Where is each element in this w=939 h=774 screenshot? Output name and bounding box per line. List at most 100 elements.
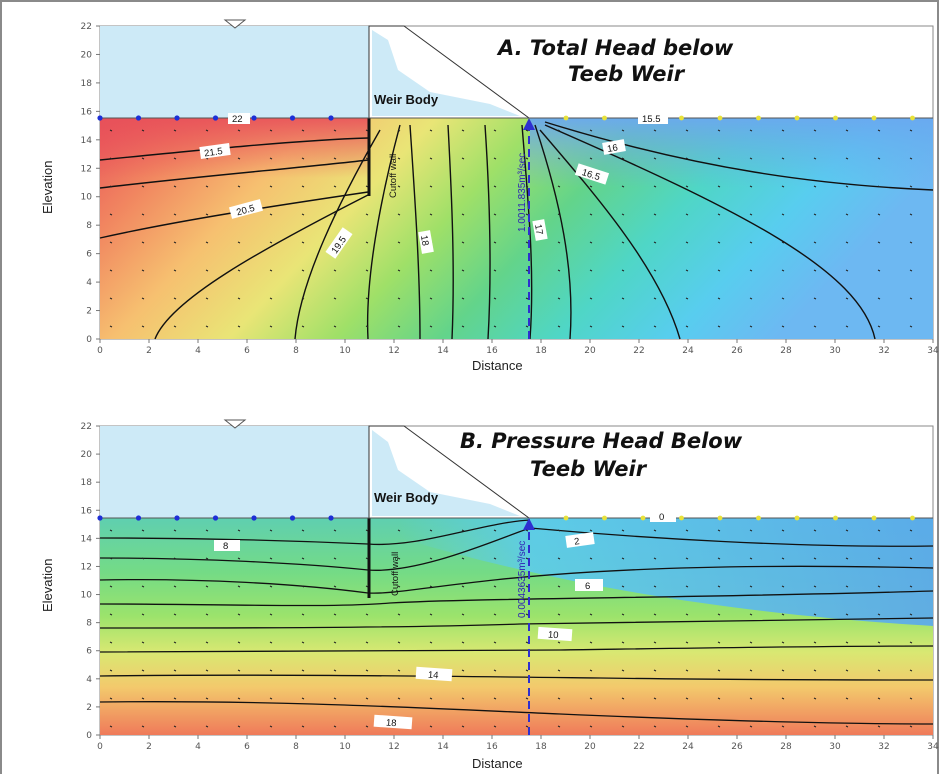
x-tick-label: 22 — [633, 742, 644, 752]
velocity-vector — [141, 129, 145, 132]
boundary-node — [717, 115, 723, 121]
velocity-vector — [781, 725, 785, 728]
velocity-vector — [909, 129, 913, 132]
boundary-node — [640, 515, 646, 521]
x-tick-label: 8 — [293, 742, 299, 752]
velocity-vector — [205, 325, 209, 328]
x-tick-label: 20 — [584, 742, 596, 752]
velocity-vector — [557, 641, 561, 644]
velocity-vector — [621, 613, 625, 616]
contour-label: 16.5 — [580, 167, 601, 183]
boundary-nodes-b — [97, 515, 915, 521]
velocity-vector — [845, 325, 849, 328]
velocity-vector — [109, 241, 113, 244]
velocity-vector — [653, 557, 657, 560]
boundary-node — [174, 115, 180, 121]
velocity-vector — [557, 185, 561, 188]
velocity-vector — [493, 157, 497, 160]
velocity-vector — [397, 697, 401, 700]
velocity-vector — [397, 613, 401, 616]
boundary-nodes-a — [97, 115, 915, 121]
velocity-vector — [557, 129, 561, 132]
velocity-vector — [685, 613, 689, 616]
velocity-vector — [557, 297, 561, 300]
velocity-vector — [365, 213, 369, 216]
velocity-vector — [909, 297, 913, 300]
velocity-vector — [109, 325, 113, 328]
velocity-vector — [237, 297, 241, 300]
velocity-vector — [557, 557, 561, 560]
boundary-node — [135, 115, 142, 121]
contour-label: 6 — [585, 581, 590, 592]
upstream-water — [100, 426, 369, 518]
velocity-vector — [365, 725, 369, 728]
velocity-vector — [173, 613, 177, 616]
velocity-vector — [877, 529, 881, 532]
x-tick-label: 28 — [780, 346, 792, 356]
velocity-vector — [781, 213, 785, 216]
velocity-vector — [653, 241, 657, 244]
velocity-vector — [429, 641, 433, 644]
velocity-vector — [589, 185, 593, 188]
velocity-vector — [653, 185, 657, 188]
velocity-vector — [653, 157, 657, 160]
velocity-vector — [333, 557, 337, 560]
velocity-vector — [173, 669, 177, 672]
y-tick-label: 2 — [86, 307, 92, 317]
velocity-vector — [269, 297, 273, 300]
velocity-vector — [429, 725, 433, 728]
velocity-vector — [397, 325, 401, 328]
x-tick-label: 2 — [146, 346, 152, 356]
velocity-vector — [621, 669, 625, 672]
velocity-vector — [589, 297, 593, 300]
velocity-vector — [333, 269, 337, 272]
velocity-vector — [333, 669, 337, 672]
velocity-vector — [557, 157, 561, 160]
velocity-vector — [589, 529, 593, 532]
velocity-vector — [397, 641, 401, 644]
y-tick-label: 0 — [86, 731, 92, 741]
x-tick-label: 14 — [437, 346, 449, 356]
velocity-vector — [237, 725, 241, 728]
velocity-vector — [205, 641, 209, 644]
x-tick-label: 4 — [195, 742, 201, 752]
x-tick-label: 24 — [682, 742, 694, 752]
velocity-vector — [493, 725, 497, 728]
velocity-vector — [493, 241, 497, 244]
velocity-vector — [877, 269, 881, 272]
velocity-vector — [205, 213, 209, 216]
velocity-vector — [109, 557, 113, 560]
chart-title-line1: A. Total Head below — [496, 36, 734, 60]
velocity-vector — [365, 157, 369, 160]
velocity-vector — [109, 613, 113, 616]
velocity-vector — [653, 725, 657, 728]
velocity-vector — [109, 669, 113, 672]
velocity-vector — [781, 325, 785, 328]
velocity-vector — [173, 269, 177, 272]
velocity-vector — [301, 585, 305, 588]
velocity-vector — [365, 185, 369, 188]
boundary-node — [174, 515, 180, 521]
velocity-vector — [237, 641, 241, 644]
velocity-vector — [685, 157, 689, 160]
velocity-vector — [461, 641, 465, 644]
velocity-vector — [781, 185, 785, 188]
velocity-vector — [301, 557, 305, 560]
velocity-vector — [749, 725, 753, 728]
boundary-node — [717, 515, 723, 521]
velocity-vector — [333, 529, 337, 532]
velocity-vector — [877, 557, 881, 560]
velocity-vector — [461, 669, 465, 672]
velocity-vector — [717, 669, 721, 672]
velocity-vector — [909, 557, 913, 560]
velocity-vector — [845, 725, 849, 728]
velocity-vector — [493, 297, 497, 300]
y-axis-label: Elevation — [40, 161, 55, 214]
panel-pressure-head: 8 0 2 6 10 14 18 Weir Body Cutoff wall 0… — [0, 398, 939, 774]
velocity-vector — [813, 185, 817, 188]
velocity-vector — [269, 697, 273, 700]
x-tick-label: 6 — [244, 742, 250, 752]
boundary-node — [794, 515, 800, 521]
velocity-vector — [845, 297, 849, 300]
soil-high-band — [100, 118, 370, 178]
